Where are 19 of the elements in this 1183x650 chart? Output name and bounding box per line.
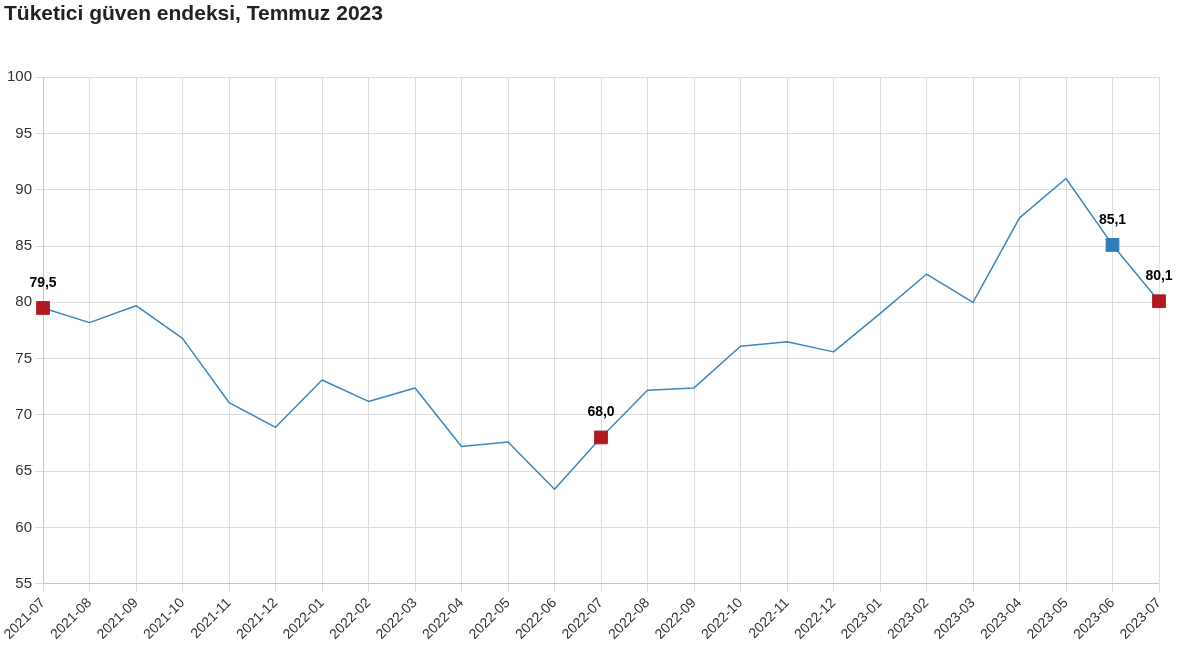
y-tick-label: 100 xyxy=(7,67,33,85)
point xyxy=(36,301,50,315)
point xyxy=(1152,294,1166,309)
y-tick-label: 65 xyxy=(15,461,33,479)
data-label: 85,1 xyxy=(1098,210,1127,227)
data-label: 79,5 xyxy=(29,273,57,290)
chart-title: Tüketici güven endeksi, Temmuz 2023 xyxy=(4,1,383,25)
y-tick-label: 95 xyxy=(15,123,33,141)
y-tick-label: 60 xyxy=(15,517,33,535)
y-tick-label: 80 xyxy=(15,292,33,310)
y-tick-label: 70 xyxy=(15,405,33,423)
point xyxy=(1105,238,1120,252)
y-tick-label: 75 xyxy=(15,348,33,366)
data-label: 68,0 xyxy=(587,403,615,420)
y-tick-label: 90 xyxy=(15,179,33,197)
data-label: 80,1 xyxy=(1145,267,1173,284)
y-tick-label: 55 xyxy=(15,573,33,591)
point xyxy=(594,430,608,445)
y-tick-label: 85 xyxy=(15,236,33,254)
